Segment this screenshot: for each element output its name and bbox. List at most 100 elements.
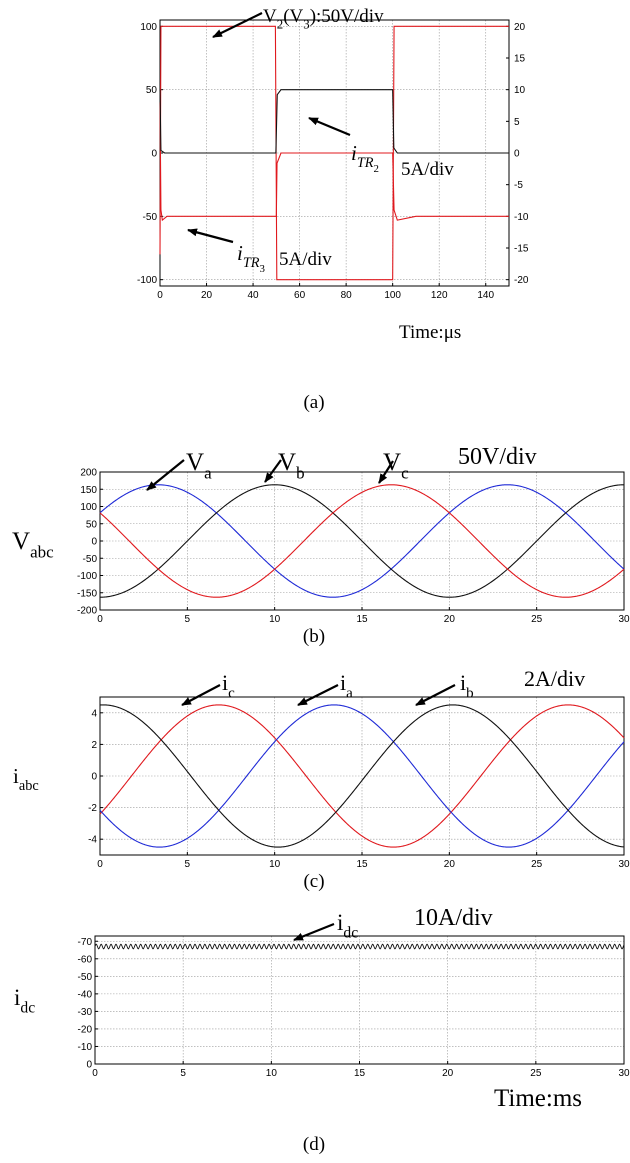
annotation-arrow: [293, 922, 335, 942]
x-tick-label: 20: [442, 1068, 454, 1079]
annotation-arrow: [146, 459, 185, 491]
annotation-5a-div-part: 5A/div: [401, 159, 454, 180]
y-tick-label: 4: [91, 708, 97, 719]
annotation-ia-part: a: [346, 685, 353, 701]
y-axis-label: Vabc: [12, 528, 54, 561]
x-tick-label: 15: [354, 1068, 366, 1079]
x-tick-label: 20: [444, 859, 456, 870]
annotation-vc: Vc: [383, 449, 409, 482]
y-tick-label: 0: [91, 537, 97, 548]
annotation-itr3-part: i: [237, 241, 243, 265]
wave-line-0: [99, 484, 625, 598]
annotation-itr2-part: TR: [357, 155, 374, 171]
x-tick-label: 5: [185, 614, 191, 625]
panel-caption: (a): [303, 392, 324, 413]
y-axis-label-part: abc: [30, 542, 54, 561]
wave-line-2: [99, 704, 625, 848]
annotation-itr2: iTR2: [351, 141, 379, 175]
x-tick-label: 15: [356, 859, 368, 870]
y-axis-label: iabc: [13, 764, 39, 794]
y-tick-label: -200: [77, 606, 97, 617]
annotation-itr2-part: 2: [374, 163, 379, 175]
annotation-v2-v3-part: 3: [303, 17, 309, 31]
annotation-5a-div-part: 5A/div: [279, 249, 332, 270]
x-tick-label: 20: [444, 614, 456, 625]
annotation-ic: ic: [222, 670, 235, 701]
annotation-ib: ib: [460, 670, 474, 701]
y-tick-label: -50: [78, 972, 93, 983]
y2-tick-label: -20: [514, 275, 529, 286]
y-tick-label: 100: [80, 502, 97, 513]
x-tick-label: 80: [341, 290, 353, 301]
y2-tick-label: 10: [514, 85, 526, 96]
annotation-ib-part: b: [466, 685, 474, 701]
x-tick-label: 40: [248, 290, 260, 301]
y-tick-label: 100: [140, 22, 157, 33]
annotation-arrow: [212, 12, 263, 38]
annotation-vb-part: b: [296, 463, 305, 482]
wave-line-1: [99, 484, 625, 598]
y-tick-label: -30: [78, 1007, 93, 1018]
wave-line-2: [99, 484, 625, 598]
x-tick-label: 10: [269, 859, 281, 870]
annotation-itr2-part: i: [351, 141, 357, 165]
y2-tick-label: 5: [514, 117, 520, 128]
y2-tick-label: 20: [514, 22, 526, 33]
y-tick-label: 2: [91, 740, 97, 751]
y-tick-label: -20: [78, 1024, 93, 1035]
annotation-5a-div: 5A/div: [401, 159, 454, 180]
annotation-vc-part: c: [401, 463, 409, 482]
x-tick-label: 140: [477, 290, 494, 301]
x-tick-label: 0: [97, 614, 103, 625]
y2-tick-label: -10: [514, 212, 529, 223]
annotation-va-part: a: [204, 463, 212, 482]
x-tick-label: 120: [431, 290, 448, 301]
x-axis-label: Time:μs: [399, 322, 461, 343]
y-tick-label: -150: [77, 588, 97, 599]
y-axis-label-part: V: [12, 528, 30, 555]
y-tick-label: -60: [78, 954, 93, 965]
y-tick-label: -100: [137, 275, 157, 286]
x-tick-label: 60: [294, 290, 306, 301]
y-tick-label: -40: [78, 989, 93, 1000]
annotation-arrow: [297, 684, 339, 706]
annotation-v2-v3-part: (V: [283, 6, 303, 27]
annotation-v2-v3-part: ):50V/div: [310, 6, 384, 27]
x-tick-label: 0: [157, 290, 163, 301]
annotation-idc-part: i: [337, 910, 343, 935]
annotation-va: Va: [186, 449, 212, 482]
wave-line-1: [99, 704, 625, 848]
annotation-vb-part: V: [278, 449, 296, 476]
annotation-arrow: [415, 684, 456, 706]
y-axis-label-part: dc: [20, 1000, 35, 1017]
annotation-2a-div-part: 2A/div: [524, 666, 585, 691]
y-tick-label: -100: [77, 571, 97, 582]
idc-ripple-line: [94, 943, 625, 950]
annotation-10a-div: 10A/div: [414, 905, 493, 931]
annotation-ia: ia: [340, 670, 353, 701]
annotation-v2-v3-part: V: [263, 6, 277, 27]
y-axis-label-part: abc: [19, 778, 39, 794]
x-tick-label: 30: [618, 859, 630, 870]
annotation-arrow: [308, 116, 351, 137]
y-tick-label: 50: [146, 85, 158, 96]
y-tick-label: -2: [88, 803, 97, 814]
y-axis-label: idc: [14, 985, 35, 1017]
y2-tick-label: 15: [514, 54, 526, 65]
x-axis-label: Time:ms: [494, 1085, 582, 1112]
x-tick-label: 5: [180, 1068, 186, 1079]
panel-a-chart: 0 20 40 60 80 100 120 140-100-50050100-20-15-10…: [137, 6, 529, 413]
panel-caption: (b): [303, 626, 325, 647]
wave-line-0: [99, 704, 625, 848]
x-tick-label: 5: [185, 859, 191, 870]
plot-frame: [99, 471, 625, 611]
y-tick-label: 150: [80, 485, 97, 496]
annotation-arrow: [181, 684, 221, 706]
x-tick-label: 25: [531, 859, 543, 870]
plot-frame: [94, 935, 625, 1065]
annotation-ic-part: i: [222, 670, 228, 695]
panel-b-chart: 0 5 10 15 20 25 30 -200 -150 -100 -50 0 50 100 150 200 V…: [12, 444, 630, 647]
annotation-idc-part: dc: [343, 925, 358, 942]
